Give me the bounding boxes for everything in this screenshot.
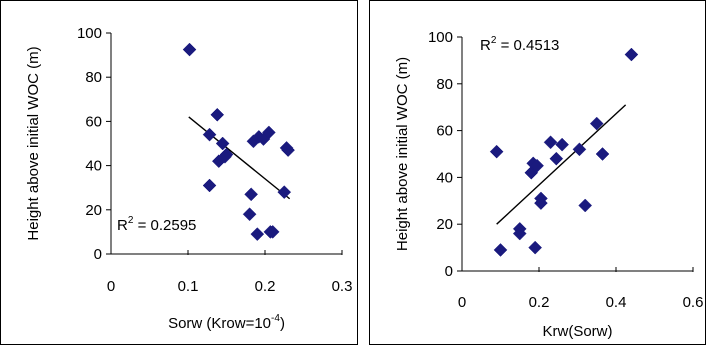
trendline — [188, 116, 291, 200]
data-point — [549, 151, 564, 166]
data-point — [219, 147, 234, 162]
y-tick-label: 0 — [445, 263, 453, 280]
data-point — [202, 178, 217, 193]
data-point — [493, 243, 508, 257]
x-tick-label: 0.6 — [683, 294, 704, 311]
data-point — [242, 207, 257, 222]
data-point — [281, 143, 295, 157]
data-point — [555, 137, 569, 152]
y-tick-label: 20 — [436, 216, 453, 233]
y-tick-label: 60 — [85, 113, 102, 130]
r-squared-label: R2 = 0.4513 — [480, 35, 559, 54]
x-tick-label: 0.1 — [178, 278, 199, 295]
y-tick-label: 40 — [85, 158, 102, 175]
y-tick-label: 60 — [436, 123, 453, 140]
data-point — [589, 116, 604, 131]
r-squared-label: R2 = 0.2595 — [117, 215, 196, 234]
x-tick-label: 0.3 — [332, 278, 353, 295]
data-point — [528, 240, 543, 255]
data-point — [215, 136, 230, 151]
x-axis-label: Sorw (Krow=10-4) — [168, 313, 285, 332]
data-point — [244, 187, 258, 202]
trendline — [496, 104, 627, 225]
data-point — [489, 144, 504, 159]
x-tick-label: 0.2 — [255, 278, 276, 295]
chart-border — [0, 0, 358, 345]
data-point — [624, 47, 639, 62]
y-tick-label: 100 — [77, 25, 102, 42]
y-tick-label: 20 — [85, 202, 102, 219]
data-point — [265, 225, 280, 239]
x-tick-label: 0.4 — [606, 294, 627, 311]
x-tick-label: 0 — [107, 278, 115, 295]
data-point — [250, 227, 265, 241]
y-tick-label: 100 — [428, 29, 453, 46]
y-axis-label: Height above initial WOC (m) — [25, 46, 42, 240]
data-point — [277, 185, 292, 199]
y-tick-label: 40 — [436, 169, 453, 186]
y-tick-label: 80 — [85, 69, 102, 86]
data-point — [182, 42, 197, 57]
data-point — [512, 226, 527, 241]
data-point — [534, 196, 548, 210]
chart-panel-left: 0 20 40 60 80 100 0 0.1 0.2 0.3 R2 = 0.2595 Height … — [0, 0, 358, 345]
y-axis-label: Height above initial WOC (m) — [394, 57, 411, 251]
scatter-chart-sorw: 0 20 40 60 80 100 0 0.1 0.2 0.3 R2 = 0.2595 Height … — [0, 0, 358, 345]
data-point — [210, 107, 225, 122]
data-point — [595, 147, 610, 161]
data-point — [530, 158, 544, 173]
data-point — [572, 142, 587, 157]
x-axis-label: Krw(Sorw) — [543, 323, 613, 340]
chart-panel-right: 0 20 40 60 80 100 0 0.2 0.4 0.6 R2 = 0.4513 Height … — [369, 0, 706, 345]
data-point — [202, 127, 217, 142]
data-point — [261, 125, 276, 140]
y-tick-label: 0 — [94, 246, 102, 263]
data-point — [543, 135, 558, 150]
y-tick-label: 80 — [436, 76, 453, 93]
data-point — [578, 198, 593, 213]
scatter-chart-krw: 0 20 40 60 80 100 0 0.2 0.4 0.6 R2 = 0.4513 Height … — [369, 0, 706, 345]
x-tick-label: 0.2 — [529, 294, 550, 311]
x-tick-label: 0 — [458, 294, 466, 311]
